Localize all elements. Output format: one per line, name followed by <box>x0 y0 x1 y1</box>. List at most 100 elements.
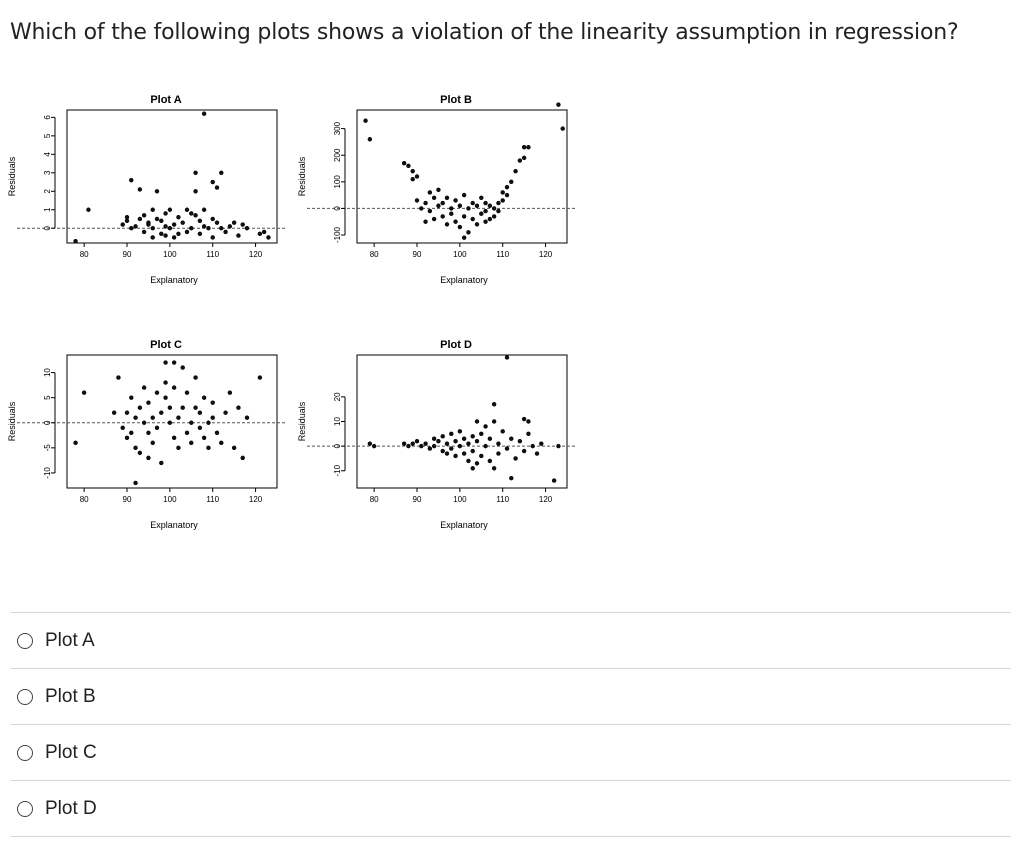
plot-c-point <box>184 430 190 435</box>
plot-c-xlabel: Explanatory <box>150 520 198 530</box>
plot-d-point <box>453 439 458 444</box>
plot-c-point <box>133 445 138 451</box>
plot-a-point <box>171 235 177 240</box>
option-plot-b[interactable]: Plot B <box>10 668 1011 724</box>
plot-b-point <box>457 224 463 230</box>
plot-a-point <box>189 211 194 216</box>
plot-d-title: Plot D <box>440 339 472 351</box>
plot-c-point <box>184 390 190 395</box>
radio-icon[interactable] <box>17 744 33 761</box>
plot-d-point <box>474 439 480 444</box>
plot-d-point <box>496 441 501 446</box>
plot-c-point <box>244 415 250 420</box>
plot-c-point <box>154 390 160 395</box>
plot-c-point <box>189 420 194 425</box>
plot-a-point <box>159 231 164 236</box>
plot-b-ylabel: Residuals <box>297 156 307 196</box>
plot-d-point <box>530 443 535 449</box>
plot-a-point <box>133 224 138 229</box>
plot-b-point <box>440 200 445 206</box>
plot-a-xtick-label: 110 <box>206 250 219 259</box>
plot-b-point <box>423 200 428 206</box>
plot-d-point <box>466 441 471 446</box>
plot-b-point <box>414 174 420 179</box>
plot-a-point <box>201 111 207 116</box>
plot-c-point <box>201 395 207 400</box>
plot-b-point <box>431 195 437 200</box>
plot-a-point <box>193 170 198 176</box>
plot-d-point <box>539 441 544 446</box>
plot-c-point <box>231 445 237 451</box>
plot-c-point <box>210 400 215 405</box>
plot-d-xtick-label: 110 <box>496 495 509 504</box>
plot-b-point <box>500 190 505 195</box>
radio-icon[interactable] <box>17 800 33 817</box>
plot-b-point <box>401 160 407 166</box>
plot-a-ytick-label: 1 <box>43 207 52 212</box>
plot-a-title: Plot A <box>150 94 181 106</box>
plot-b-point <box>487 216 493 222</box>
plot-d-point <box>513 456 518 461</box>
option-plot-a[interactable]: Plot A <box>10 612 1011 668</box>
plot-d-point <box>474 461 480 466</box>
plot-c-point <box>171 385 177 390</box>
plot-a-point <box>257 231 263 236</box>
radio-icon[interactable] <box>17 688 33 705</box>
plot-d-point <box>521 448 527 454</box>
plot-a-point <box>163 211 168 216</box>
option-plot-d[interactable]: Plot D <box>10 780 1011 837</box>
plot-b-point <box>491 206 497 211</box>
plot-c-point <box>206 445 211 451</box>
plot-b-point <box>504 192 510 198</box>
plot-c-point <box>150 415 155 420</box>
plot-c-ytick-label: 5 <box>43 395 52 400</box>
plot-b-point <box>461 214 467 219</box>
plot-d-point <box>444 451 450 456</box>
plot-d-ytick-label: 10 <box>333 417 342 426</box>
plot-d-point <box>521 416 527 422</box>
plot-c-point <box>111 410 117 415</box>
plot-d-point <box>444 441 450 446</box>
plot-c-title: Plot C <box>150 339 182 351</box>
plot-a-point <box>231 220 237 225</box>
plot-b-point <box>487 203 493 208</box>
plot-b-point <box>496 200 501 206</box>
plot-b-point <box>453 219 458 224</box>
plot-c-point <box>133 480 138 486</box>
plot-a-point <box>193 189 198 194</box>
plot-d-xtick-label: 100 <box>453 495 467 504</box>
plot-a-ytick-label: 4 <box>43 152 52 157</box>
plot-c-point <box>116 375 121 380</box>
plot-a-point <box>154 216 160 222</box>
plot-c-point <box>193 375 198 380</box>
radio-icon[interactable] <box>17 632 33 649</box>
plot-b-point <box>427 190 433 195</box>
plot-a-point <box>193 213 198 218</box>
plot-c-point <box>137 405 143 410</box>
plot-d-point <box>371 443 377 449</box>
plot-b-xtick-label: 110 <box>496 250 509 259</box>
plot-d-ylabel: Residuals <box>297 401 307 441</box>
plot-b-point <box>431 216 437 222</box>
plot-a-point <box>163 233 168 238</box>
plot-a-point <box>266 235 271 240</box>
plot-d-point <box>474 419 480 424</box>
plot-d-point <box>470 466 475 471</box>
plot-c-point <box>159 460 164 466</box>
plot-b-point <box>453 198 458 203</box>
option-plot-c[interactable]: Plot C <box>10 724 1011 780</box>
plot-b-point <box>436 203 441 208</box>
plot-a-point <box>141 229 147 235</box>
plot-d-point <box>500 429 505 434</box>
plot-c-point <box>163 360 168 365</box>
plot-b-point <box>526 145 531 150</box>
plot-b-point <box>479 211 484 216</box>
plot-c-point <box>150 440 155 446</box>
plot-a-point <box>236 233 241 238</box>
plot-c-point <box>201 435 207 441</box>
plot-d-point <box>440 434 445 439</box>
plot-b-point <box>444 195 450 200</box>
plot-d-frame <box>356 354 568 489</box>
plot-c-point <box>146 430 151 435</box>
plot-c-ytick-label: 10 <box>43 368 52 377</box>
